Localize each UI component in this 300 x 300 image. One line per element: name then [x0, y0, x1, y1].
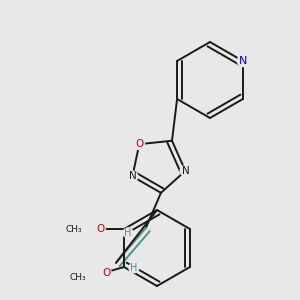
Circle shape — [127, 171, 138, 181]
Text: O: O — [102, 268, 110, 278]
Text: H: H — [124, 228, 132, 238]
Text: H: H — [130, 263, 138, 273]
Circle shape — [95, 224, 105, 234]
Circle shape — [237, 56, 248, 67]
Circle shape — [134, 139, 145, 149]
Circle shape — [180, 166, 190, 176]
Circle shape — [123, 228, 133, 238]
Circle shape — [129, 263, 139, 273]
Text: CH₃: CH₃ — [70, 272, 86, 281]
Text: N: N — [128, 171, 136, 182]
Text: N: N — [182, 166, 189, 176]
Text: N: N — [239, 56, 247, 66]
Text: CH₃: CH₃ — [66, 224, 83, 233]
Text: O: O — [135, 139, 143, 149]
Text: O: O — [96, 224, 104, 234]
Circle shape — [101, 268, 111, 278]
